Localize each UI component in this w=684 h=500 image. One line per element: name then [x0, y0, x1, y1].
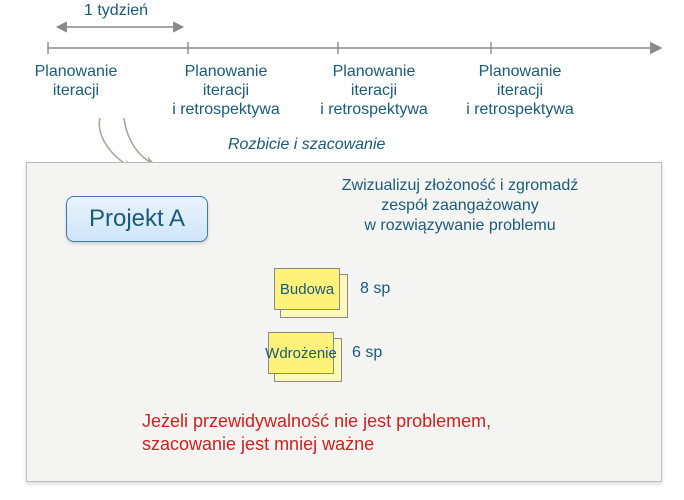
- iteration-label-line: Planowanie: [333, 63, 416, 80]
- instruction-line: Zwizualizuj złożoność i zgromadź: [342, 177, 579, 194]
- instruction-text: Zwizualizuj złożoność i zgromadź zespół …: [310, 176, 610, 236]
- sticky-label: Wdrożenie: [265, 345, 337, 362]
- instruction-line: zespół zaangażowany: [381, 197, 538, 214]
- iteration-label-line: i retrospektywa: [320, 101, 428, 118]
- story-points-label: 8 sp: [360, 280, 390, 298]
- iteration-label-line: Planowanie: [35, 63, 118, 80]
- breakdown-label: Rozbicie i szacowanie: [228, 136, 385, 154]
- iteration-label-2: Planowanie iteracji i retrospektywa: [304, 62, 444, 120]
- warning-text: Jeżeli przewidywalność nie jest probleme…: [142, 410, 491, 457]
- iteration-label-line: i retrospektywa: [466, 101, 574, 118]
- project-box: Projekt A: [66, 196, 208, 242]
- week-label: 1 tydzień: [84, 2, 148, 20]
- iteration-label-1: Planowanie iteracji i retrospektywa: [156, 62, 296, 120]
- warning-line: szacowanie jest mniej ważne: [142, 434, 374, 454]
- iteration-label-line: iteracji: [53, 82, 99, 99]
- iteration-label-line: i retrospektywa: [172, 101, 280, 118]
- sticky-front-layer: Budowa: [274, 268, 340, 310]
- iteration-label-line: iteracji: [497, 82, 543, 99]
- iteration-label-line: iteracji: [351, 82, 397, 99]
- iteration-label-line: Planowanie: [185, 63, 268, 80]
- sticky-front-layer: Wdrożenie: [268, 332, 334, 374]
- story-points-label: 6 sp: [352, 344, 382, 362]
- iteration-label-line: Planowanie: [479, 63, 562, 80]
- project-label: Projekt A: [89, 205, 185, 232]
- timeline-axis: [48, 42, 660, 54]
- sticky-note: Wdrożenie: [268, 332, 342, 382]
- warning-line: Jeżeli przewidywalność nie jest probleme…: [142, 411, 491, 431]
- sticky-label: Budowa: [280, 281, 334, 298]
- iteration-label-0: Planowanie iteracji: [6, 62, 146, 100]
- iteration-label-3: Planowanie iteracji i retrospektywa: [450, 62, 590, 120]
- instruction-line: w rozwiązywanie problemu: [364, 217, 555, 234]
- iteration-label-line: iteracji: [203, 82, 249, 99]
- sticky-note: Budowa: [274, 268, 348, 318]
